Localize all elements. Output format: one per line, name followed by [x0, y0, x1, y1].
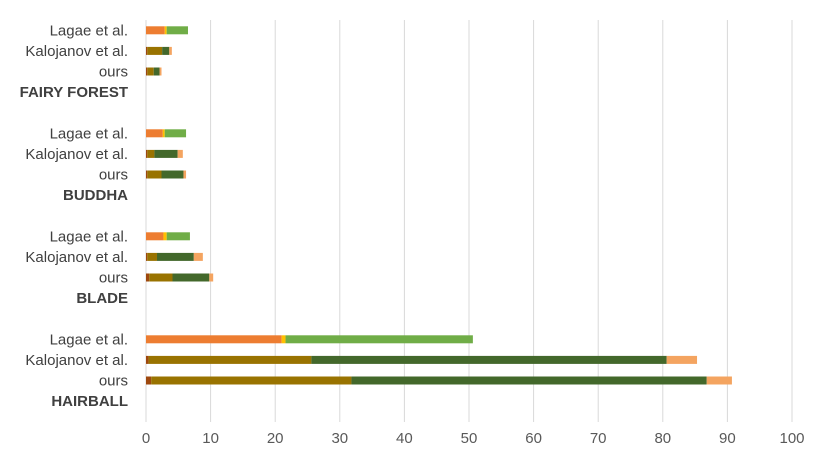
bar-segment	[162, 46, 170, 55]
bar-segment	[154, 149, 178, 158]
bar-segment	[146, 273, 150, 282]
row-label: ours	[99, 64, 128, 81]
bar-segment	[183, 170, 187, 179]
bar-segment	[147, 149, 155, 158]
group-label: HAIRBALL	[51, 393, 128, 410]
bar-segment	[146, 129, 163, 138]
bar-segment	[147, 67, 154, 76]
bar-segment	[164, 129, 187, 138]
x-tick-label: 100	[779, 430, 804, 447]
row-label: Lagae et al.	[50, 125, 128, 142]
row-label: Lagae et al.	[50, 228, 128, 245]
x-tick-label: 20	[267, 430, 284, 447]
bar-segment	[706, 376, 732, 385]
bar-segment	[177, 149, 183, 158]
bar-segment	[146, 376, 152, 385]
x-tick-label: 80	[654, 430, 671, 447]
bar-segment	[148, 355, 312, 364]
bar-segment	[161, 170, 184, 179]
bar-segment	[146, 252, 148, 261]
category-labels: Lagae et al. Kalojanov et al. ours FAIRY FO…	[20, 22, 129, 410]
bar-segment	[159, 67, 162, 76]
x-tick-label: 40	[396, 430, 413, 447]
bar-segment	[193, 252, 203, 261]
x-tick-label: 90	[719, 430, 736, 447]
x-tick-label: 50	[461, 430, 478, 447]
bar-segment	[285, 335, 473, 344]
x-tick-label: 30	[331, 430, 348, 447]
group-label: FAIRY FOREST	[20, 84, 128, 101]
row-label: Kalojanov et al.	[25, 146, 128, 163]
row-label: Kalojanov et al.	[25, 43, 128, 60]
bar-segment	[147, 252, 157, 261]
bar-segment	[146, 355, 149, 364]
bar-segment	[311, 355, 667, 364]
bar-segment	[209, 273, 214, 282]
bar-segment	[151, 376, 352, 385]
row-label: ours	[99, 373, 128, 390]
x-tick-label: 70	[590, 430, 607, 447]
row-label: ours	[99, 167, 128, 184]
row-label: Kalojanov et al.	[25, 249, 128, 266]
bar-segment	[172, 273, 210, 282]
group-label: BUDDHA	[63, 187, 128, 204]
bar-segment	[163, 232, 167, 241]
row-label: Lagae et al.	[50, 22, 128, 39]
bar-segment	[147, 46, 163, 55]
bar-segment	[166, 232, 190, 241]
x-axis-ticks: 0 10 20 30 40 50 60 70 80 90 100	[142, 430, 805, 447]
gridlines	[145, 20, 793, 422]
bar-segment	[147, 170, 162, 179]
bar-segment	[146, 46, 148, 55]
group-label: BLADE	[76, 290, 128, 307]
bar-segment	[146, 149, 148, 158]
bar-segment	[351, 376, 707, 385]
x-tick-label: 60	[525, 430, 542, 447]
bar-segment	[146, 26, 165, 35]
x-tick-label: 0	[142, 430, 150, 447]
bar-segment	[149, 273, 173, 282]
bar-segment	[146, 232, 164, 241]
bar-segment	[169, 46, 172, 55]
bar-segment	[146, 170, 148, 179]
x-tick-label: 10	[202, 430, 219, 447]
bar-segment	[164, 26, 167, 35]
bar-segment	[156, 252, 194, 261]
bar-segment	[281, 335, 286, 344]
bar-segment	[162, 129, 165, 138]
bar-segment	[146, 335, 282, 344]
bar-segment	[166, 26, 188, 35]
bar-segment	[146, 67, 148, 76]
row-label: Lagae et al.	[50, 331, 128, 348]
row-label: ours	[99, 270, 128, 287]
row-label: Kalojanov et al.	[25, 352, 128, 369]
bar-segment	[666, 355, 698, 364]
bars	[146, 26, 732, 385]
bar-segment	[153, 67, 160, 76]
